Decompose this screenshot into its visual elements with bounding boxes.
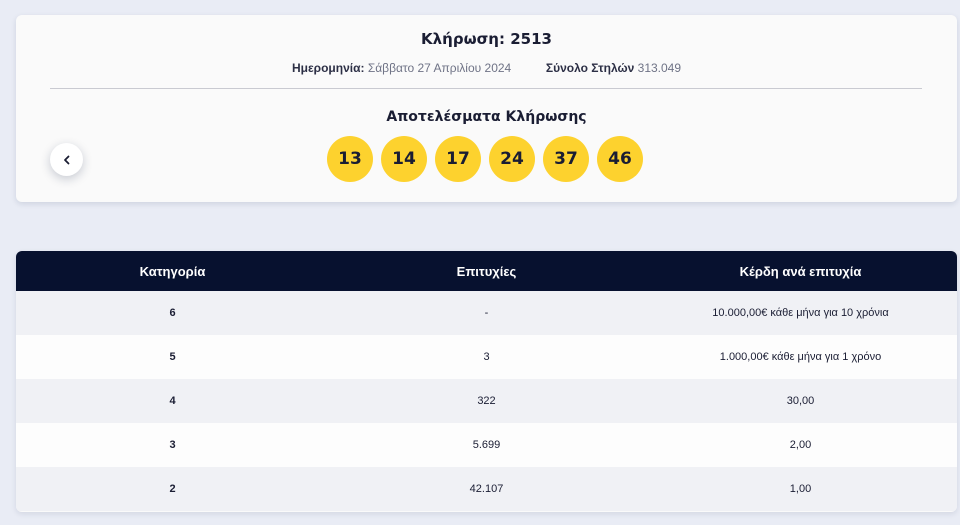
chevron-left-icon — [63, 155, 69, 164]
number-ball: 24 — [489, 136, 535, 182]
prize-table: Κατηγορία Επιτυχίες Κέρδη ανά επιτυχία 6… — [16, 251, 957, 512]
cell-category: 6 — [169, 307, 176, 319]
cell-prize: 2,00 — [789, 439, 812, 451]
cell-winners: 42.107 — [469, 483, 504, 495]
cell-category: 4 — [169, 395, 176, 407]
results-title: Αποτελέσματα Κλήρωσης — [386, 109, 587, 125]
cell-winners: 5.699 — [472, 439, 501, 451]
table-row: 5 3 1.000,00€ κάθε μήνα για 1 χρόνο — [16, 335, 957, 379]
table-row: 4 322 30,00 — [16, 379, 957, 423]
table-row: 2 42.107 1,00 — [16, 467, 957, 511]
date-value: Σάββατο 27 Απριλίου 2024 — [367, 61, 512, 75]
cell-winners: 3 — [483, 351, 490, 363]
draw-meta: Ημερομηνία: Σάββατο 27 Απριλίου 2024 Σύν… — [16, 61, 957, 75]
date-label: Ημερομηνία: — [291, 61, 365, 75]
cell-category: 2 — [169, 483, 176, 495]
number-ball: 37 — [543, 136, 589, 182]
number-ball: 46 — [597, 136, 643, 182]
draw-card: Κλήρωση: 2513 Ημερομηνία: Σάββατο 27 Απρ… — [16, 15, 957, 202]
cell-prize: 1.000,00€ κάθε μήνα για 1 χρόνο — [719, 351, 882, 363]
cell-category: 5 — [169, 351, 176, 363]
table-row: 6 - 10.000,00€ κάθε μήνα για 10 χρόνια — [16, 291, 957, 335]
cell-prize: 1,00 — [789, 483, 812, 495]
cell-category: 3 — [169, 439, 176, 451]
columns-label: Σύνολο Στηλών — [545, 61, 635, 75]
header-category: Κατηγορία — [139, 263, 206, 279]
table-header: Κατηγορία Επιτυχίες Κέρδη ανά επιτυχία — [16, 251, 957, 291]
header-prize: Κέρδη ανά επιτυχία — [739, 263, 862, 279]
header-winners: Επιτυχίες — [456, 263, 517, 279]
number-ball: 17 — [435, 136, 481, 182]
cell-prize: 10.000,00€ κάθε μήνα για 10 χρόνια — [712, 307, 889, 319]
winning-numbers: 13 14 17 24 37 46 — [327, 136, 643, 182]
table-row: 3 5.699 2,00 — [16, 423, 957, 467]
columns-value: 313.049 — [637, 61, 682, 75]
cell-prize: 30,00 — [786, 395, 815, 407]
number-ball: 14 — [381, 136, 427, 182]
table-body: 6 - 10.000,00€ κάθε μήνα για 10 χρόνια 5… — [16, 291, 957, 511]
cell-winners: - — [484, 307, 489, 319]
draw-title: Κλήρωση: 2513 — [421, 30, 552, 48]
number-ball: 13 — [327, 136, 373, 182]
divider — [50, 88, 922, 89]
previous-draw-button[interactable] — [50, 143, 83, 176]
cell-winners: 322 — [477, 395, 496, 407]
